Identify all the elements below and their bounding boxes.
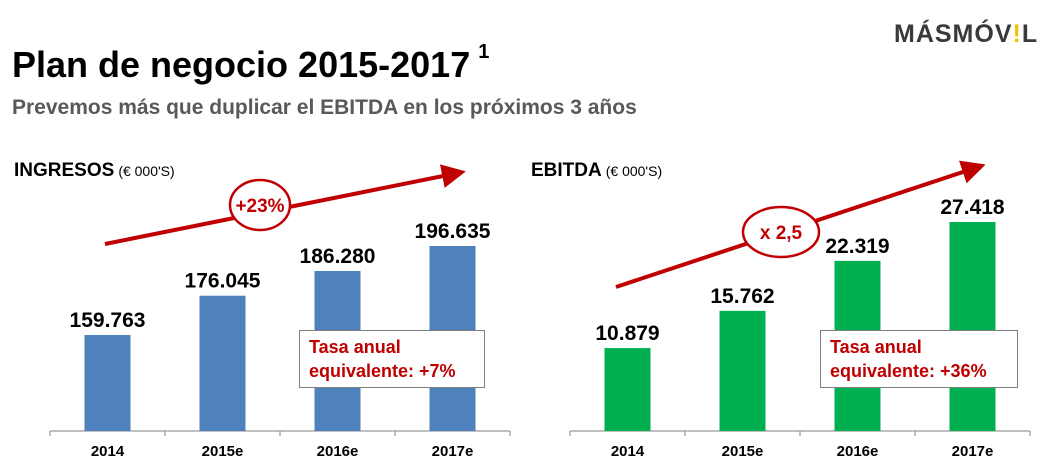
ingresos-category-label: 2015e: [202, 443, 244, 460]
ebitda-category-label: 2016e: [837, 443, 879, 460]
ebitda-category-label: 2017e: [952, 443, 994, 460]
ingresos-annual-rate-note: Tasa anual equivalente: +7%: [299, 330, 485, 388]
ebitda-bar: [604, 348, 651, 431]
ingresos-data-label: 176.045: [185, 270, 261, 293]
ebitda-category-label: 2014: [611, 443, 645, 460]
ingresos-trend-label: +23%: [235, 196, 284, 217]
ingresos-data-label: 186.280: [300, 245, 376, 268]
ebitda-category-label: 2015e: [722, 443, 764, 460]
page-title: Plan de negocio 2015-2017 1: [12, 41, 490, 85]
title-footnote-marker: 1: [478, 41, 490, 63]
ingresos-category-label: 2016e: [317, 443, 359, 460]
ingresos-data-label: 196.635: [415, 220, 491, 243]
ingresos-chart-title: INGRESOS (€ 000'S): [14, 160, 175, 181]
ingresos-bar: [199, 295, 246, 431]
ebitda-chart-title: EBITDA (€ 000'S): [531, 160, 663, 181]
ebitda-data-label: 27.418: [940, 196, 1005, 219]
page-subtitle: Prevemos más que duplicar el EBITDA en l…: [12, 96, 637, 119]
masmovil-logo: MÁSMÓV!L: [894, 20, 1038, 48]
ebitda-data-label: 22.319: [825, 235, 889, 258]
ebitda-trend-badge: [741, 205, 821, 259]
ebitda-trend-label: x 2,5: [760, 223, 803, 244]
ingresos-data-label: 159.763: [70, 309, 146, 332]
ebitda-bar: [949, 222, 996, 431]
ebitda-data-label: 10.879: [595, 322, 659, 345]
ingresos-category-label: 2014: [91, 443, 125, 460]
ingresos-bar: [84, 335, 131, 431]
ebitda-bar: [719, 310, 766, 431]
ingresos-category-label: 2017e: [432, 443, 474, 460]
ebitda-annual-rate-note: Tasa anual equivalente: +36%: [820, 330, 1018, 388]
ebitda-data-label: 15.762: [710, 285, 774, 308]
ingresos-trend-badge: [228, 178, 292, 232]
